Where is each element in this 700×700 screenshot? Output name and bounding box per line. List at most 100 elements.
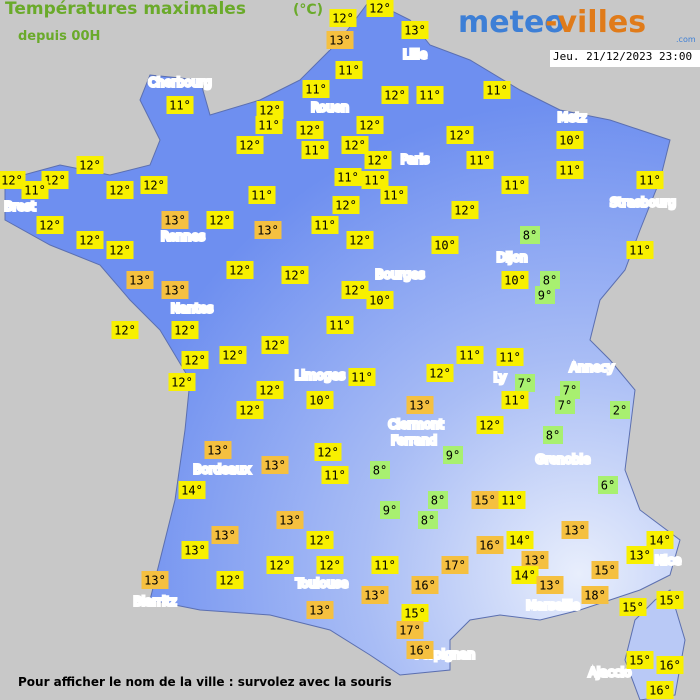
- temperature-label: 11°: [329, 319, 351, 333]
- temperature-box: [141, 571, 169, 589]
- temperature-box: [501, 176, 529, 194]
- temperature-label: 11°: [639, 174, 661, 188]
- temperature-box: [366, 0, 394, 17]
- temperature-box: [515, 374, 535, 392]
- temperature-label: 12°: [259, 384, 281, 398]
- temperature-box: [626, 546, 654, 564]
- temperature-label: 12°: [344, 284, 366, 298]
- temperature-label: 13°: [629, 549, 651, 563]
- temperature-label: 12°: [79, 159, 101, 173]
- temperature-label: 8°: [523, 229, 537, 243]
- temperature-box: [76, 231, 104, 249]
- temperature-box: [656, 656, 684, 674]
- temperature-label: 12°: [367, 154, 389, 168]
- temperature-box: [348, 368, 376, 386]
- temperature-label: 12°: [109, 244, 131, 258]
- temperature-label: 18°: [584, 589, 606, 603]
- temperature-label: 12°: [384, 89, 406, 103]
- temperature-label: 11°: [504, 179, 526, 193]
- temperature-box: [356, 116, 384, 134]
- temperature-box: [311, 216, 339, 234]
- temperature-box: [521, 551, 549, 569]
- city-name: Paris: [401, 153, 430, 167]
- temperature-box: [416, 86, 444, 104]
- temperature-box: [366, 291, 394, 309]
- temperature-box: [21, 181, 49, 199]
- temperature-label: 2°: [613, 404, 627, 418]
- temperature-box: [361, 586, 389, 604]
- temperature-label: 13°: [164, 284, 186, 298]
- temperature-box: [511, 566, 539, 584]
- temperature-box: [161, 281, 189, 299]
- temperature-label: 10°: [434, 239, 456, 253]
- temperature-label: 10°: [369, 294, 391, 308]
- temperature-box: [316, 556, 344, 574]
- temperature-box: [535, 286, 555, 304]
- temperature-box: [0, 171, 26, 189]
- temperature-label: 15°: [629, 654, 651, 668]
- temperature-label: 11°: [469, 154, 491, 168]
- temperature-label: 10°: [559, 134, 581, 148]
- temperature-box: [140, 176, 168, 194]
- temperature-label: 12°: [39, 219, 61, 233]
- temperature-label: 11°: [364, 174, 386, 188]
- temperature-box: [540, 271, 560, 289]
- temperature-label: 13°: [524, 554, 546, 568]
- temperature-label: 11°: [383, 189, 405, 203]
- temperature-label: 11°: [24, 184, 46, 198]
- city-name: Dijon: [497, 251, 528, 265]
- temperature-box: [329, 9, 357, 27]
- temperature-box: [636, 171, 664, 189]
- temperature-box: [456, 346, 484, 364]
- temperature-label: 12°: [359, 119, 381, 133]
- temperature-box: [560, 381, 580, 399]
- temperature-box: [226, 261, 254, 279]
- temperature-label: 15°: [659, 594, 681, 608]
- temperature-label: 13°: [564, 524, 586, 538]
- temperature-label: 8°: [431, 494, 445, 508]
- temperature-label: 12°: [429, 367, 451, 381]
- temperature-label: 12°: [369, 2, 391, 16]
- temperature-label: 11°: [305, 83, 327, 97]
- city-name: Ly: [494, 371, 507, 385]
- temperature-box: [591, 561, 619, 579]
- date: Jeu. 21/12/2023 23:00: [553, 50, 692, 63]
- temperature-box: [646, 681, 674, 699]
- temperature-box: [496, 348, 524, 366]
- temperature-label: 14°: [649, 534, 671, 548]
- temperature-box: [181, 541, 209, 559]
- temperature-label: 13°: [309, 604, 331, 618]
- temperature-label: 12°: [143, 179, 165, 193]
- temperature-label: 12°: [79, 234, 101, 248]
- city-name: Brest: [4, 200, 36, 214]
- temperature-label: 12°: [229, 264, 251, 278]
- temperature-box: [161, 211, 189, 229]
- temperature-label: 12°: [184, 354, 206, 368]
- temperature-box: [171, 321, 199, 339]
- temperature-box: [206, 211, 234, 229]
- city-name: Strasbourg: [610, 196, 676, 210]
- temperature-label: 12°: [269, 559, 291, 573]
- temperature-box: [626, 241, 654, 259]
- temperature-label: 12°: [309, 534, 331, 548]
- city-name: Limoges: [295, 369, 345, 383]
- temperature-box: [520, 226, 540, 244]
- temperature-box: [204, 441, 232, 459]
- title: Températures maximales: [5, 0, 246, 19]
- temperature-box: [335, 61, 363, 79]
- temperature-box: [341, 136, 369, 154]
- temperature-label: 7°: [558, 399, 572, 413]
- temperature-box: [381, 86, 409, 104]
- city-name: Bourges: [375, 268, 424, 282]
- temperature-box: [321, 466, 349, 484]
- temperature-label: 15°: [622, 601, 644, 615]
- temperature-box: [656, 591, 684, 609]
- city-name: Clermont: [388, 418, 443, 432]
- city-name: Lille: [403, 48, 427, 62]
- temperature-label: 12°: [171, 376, 193, 390]
- temperature-box: [476, 416, 504, 434]
- temperature-box: [443, 446, 463, 464]
- temperature-label: 13°: [409, 399, 431, 413]
- temperature-label: 12°: [239, 139, 261, 153]
